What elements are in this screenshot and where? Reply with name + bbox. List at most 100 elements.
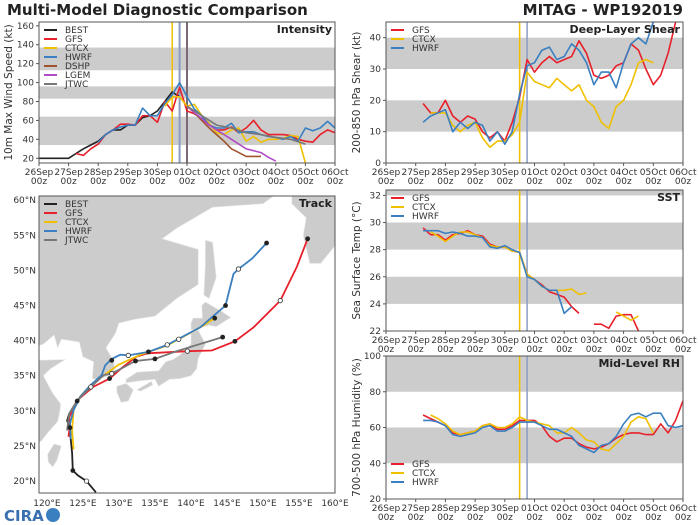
panel-title: Deep-Layer Shear bbox=[569, 23, 680, 36]
x-tick-label-date: 27Sep bbox=[54, 168, 83, 178]
x-tick-label-date: 06Oct bbox=[321, 168, 348, 178]
lat-tick-label: 60°N bbox=[13, 196, 36, 206]
track-point-hollow bbox=[184, 348, 190, 354]
legend-label: GFS bbox=[412, 460, 430, 470]
x-tick-label-date: 29Sep bbox=[461, 504, 490, 514]
track-point-filled bbox=[305, 236, 311, 242]
logo-globe-icon bbox=[46, 508, 60, 522]
track-point-hollow bbox=[277, 298, 283, 304]
lat-tick-label: 55°N bbox=[13, 231, 36, 241]
x-tick-label-date: 26Sep bbox=[372, 168, 401, 178]
legend-label: CTCX bbox=[65, 44, 89, 54]
x-tick-label-hour: 00z bbox=[526, 345, 542, 355]
series-line-hwrf bbox=[97, 81, 336, 143]
legend-label: GFS bbox=[412, 194, 430, 204]
legend-label: HWRF bbox=[412, 212, 439, 222]
track-point-filled bbox=[232, 338, 238, 344]
x-tick-label-hour: 00z bbox=[268, 177, 284, 187]
legend-label: DSHP bbox=[65, 62, 90, 72]
x-tick-label-hour: 00z bbox=[120, 177, 136, 187]
y-tick-label: 40 bbox=[23, 135, 35, 145]
x-tick-label-date: 01Oct bbox=[521, 168, 548, 178]
track-point-filled bbox=[264, 240, 269, 246]
track-point-filled bbox=[74, 398, 80, 404]
x-tick-label-date: 27Sep bbox=[401, 504, 430, 514]
x-tick-label-date: 04Oct bbox=[610, 336, 637, 346]
panel-title: SST bbox=[657, 191, 680, 204]
x-tick-label-date: 03Oct bbox=[580, 168, 607, 178]
y-tick-label: 30 bbox=[370, 219, 382, 229]
legend-label: CTCX bbox=[65, 218, 89, 228]
legend-label: HWRF bbox=[412, 478, 439, 488]
x-tick-label-hour: 00z bbox=[616, 177, 632, 187]
x-tick-label-date: 02Oct bbox=[203, 168, 230, 178]
x-tick-label-hour: 00z bbox=[675, 513, 691, 523]
legend-label: JTWC bbox=[64, 236, 88, 246]
lat-tick-label: 45°N bbox=[13, 302, 36, 312]
x-tick-label-hour: 00z bbox=[645, 513, 661, 523]
track-point-filled bbox=[223, 303, 228, 308]
track-point-filled bbox=[133, 358, 138, 364]
x-tick-label-date: 04Oct bbox=[262, 168, 289, 178]
x-tick-label-date: 27Sep bbox=[401, 336, 430, 346]
lat-tick-label: 35°N bbox=[13, 372, 36, 382]
series-line-hwrf bbox=[422, 21, 655, 145]
x-tick-label-hour: 00z bbox=[526, 177, 542, 187]
legend-label: HWRF bbox=[65, 227, 92, 237]
x-tick-label-hour: 00z bbox=[497, 513, 513, 523]
y-tick-label: 40 bbox=[370, 459, 382, 469]
x-tick-label-hour: 00z bbox=[556, 345, 572, 355]
x-tick-label-date: 30Sep bbox=[491, 504, 520, 514]
lon-tick-label: 125°E bbox=[69, 499, 97, 509]
track-point-filled bbox=[152, 356, 158, 362]
tracks-layer bbox=[66, 236, 311, 493]
track-point-hollow bbox=[125, 352, 131, 358]
logo-text: CIRA bbox=[4, 507, 44, 525]
x-tick-label-hour: 00z bbox=[179, 177, 195, 187]
x-tick-label-hour: 00z bbox=[467, 513, 483, 523]
x-tick-label-date: 06Oct bbox=[669, 336, 696, 346]
x-tick-label-hour: 00z bbox=[327, 177, 343, 187]
x-tick-label-date: 05Oct bbox=[640, 168, 667, 178]
y-tick-label: 60 bbox=[370, 424, 382, 434]
panel-title: Track bbox=[299, 197, 333, 210]
x-tick-label-hour: 00z bbox=[149, 177, 165, 187]
shaded-band bbox=[386, 37, 683, 69]
x-tick-label-hour: 00z bbox=[497, 177, 513, 187]
x-tick-label-date: 01Oct bbox=[521, 336, 548, 346]
series-line-hwrf bbox=[423, 412, 684, 454]
y-tick-label: 28 bbox=[370, 246, 382, 256]
track-point-hollow bbox=[83, 478, 90, 484]
x-tick-label-date: 29Sep bbox=[461, 336, 490, 346]
y-axis-label: 10m Max Wind Speed (kt) bbox=[3, 24, 15, 160]
land-kyushu bbox=[116, 383, 134, 403]
x-tick-label-hour: 00z bbox=[645, 345, 661, 355]
x-tick-label-date: 02Oct bbox=[551, 504, 578, 514]
lat-tick-label: 25°N bbox=[13, 442, 36, 452]
x-tick-label-hour: 00z bbox=[497, 345, 513, 355]
series-line-ctcx bbox=[430, 414, 655, 452]
panel-sst: 22242628303226Sep00z27Sep00z28Sep00z29Se… bbox=[351, 189, 697, 355]
lon-tick-label: 135°E bbox=[141, 499, 169, 509]
x-tick-label-hour: 00z bbox=[437, 177, 453, 187]
x-tick-label-hour: 00z bbox=[90, 177, 106, 187]
x-tick-label-date: 03Oct bbox=[580, 504, 607, 514]
lat-tick-label: 50°N bbox=[13, 266, 36, 276]
shaded-band bbox=[386, 356, 683, 392]
panel-title: Intensity bbox=[277, 23, 332, 36]
series-line-ctcx bbox=[430, 231, 639, 321]
x-tick-label-date: 05Oct bbox=[640, 336, 667, 346]
legend-label: GFS bbox=[65, 35, 83, 45]
x-tick-label-hour: 00z bbox=[526, 513, 542, 523]
land-mainland bbox=[39, 196, 275, 443]
x-tick-label-date: 02Oct bbox=[551, 336, 578, 346]
x-tick-label-hour: 00z bbox=[378, 345, 394, 355]
x-tick-label-hour: 00z bbox=[209, 177, 225, 187]
y-tick-label: 140 bbox=[17, 41, 34, 51]
panel-mid-level-rh: 2040608010026Sep00z27Sep00z28Sep00z29Sep… bbox=[351, 352, 697, 523]
x-tick-label-date: 26Sep bbox=[25, 168, 54, 178]
lon-tick-label: 155°E bbox=[285, 499, 313, 509]
x-tick-label-date: 30Sep bbox=[491, 168, 520, 178]
x-tick-label-hour: 00z bbox=[378, 177, 394, 187]
